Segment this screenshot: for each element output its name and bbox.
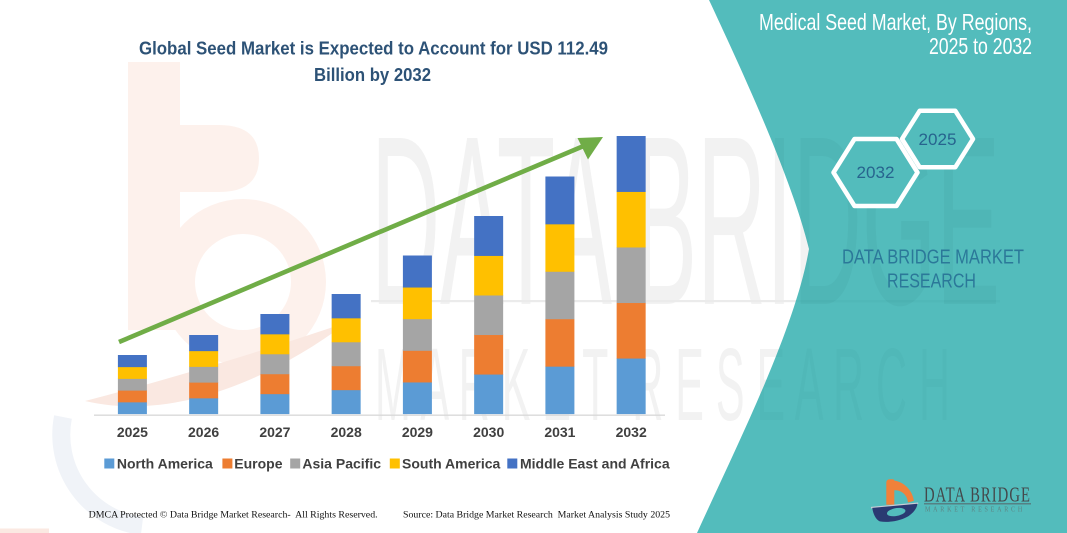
svg-text:2026: 2026 [188, 424, 219, 440]
svg-text:Billion by 2032: Billion by 2032 [314, 65, 431, 85]
svg-text:2025: 2025 [117, 424, 148, 440]
svg-text:Middle East and Africa: Middle East and Africa [520, 456, 670, 472]
svg-text:Asia Pacific: Asia Pacific [302, 456, 381, 472]
svg-text:2025: 2025 [919, 130, 957, 149]
svg-text:DATA BRIDGE: DATA BRIDGE [924, 483, 1031, 507]
svg-text:2028: 2028 [331, 424, 362, 440]
svg-text:2027: 2027 [259, 424, 290, 440]
svg-text:2031: 2031 [544, 424, 575, 440]
svg-text:North America: North America [117, 456, 213, 472]
svg-text:2025 to 2032: 2025 to 2032 [929, 33, 1032, 59]
svg-text:2032: 2032 [616, 424, 647, 440]
svg-text:Source: Data Bridge Market Res: Source: Data Bridge Market Research Mark… [403, 510, 670, 520]
svg-text:Medical Seed Market, By Region: Medical Seed Market, By Regions, [759, 9, 1032, 35]
svg-text:DMCA Protected © Data Bridge M: DMCA Protected © Data Bridge Market Rese… [89, 509, 378, 520]
svg-text:Europe: Europe [234, 456, 282, 472]
svg-text:2029: 2029 [402, 424, 433, 440]
svg-text:Global Seed Market is Expected: Global Seed Market is Expected to Accoun… [139, 38, 608, 58]
svg-text:2032: 2032 [857, 163, 895, 182]
svg-text:MARKET RESEARCH: MARKET RESEARCH [925, 506, 1025, 514]
svg-text:DATA BRIDGE MARKET: DATA BRIDGE MARKET [842, 247, 1024, 269]
svg-text:South America: South America [402, 456, 500, 472]
svg-text:2030: 2030 [473, 424, 504, 440]
svg-text:RESEARCH: RESEARCH [887, 271, 976, 293]
